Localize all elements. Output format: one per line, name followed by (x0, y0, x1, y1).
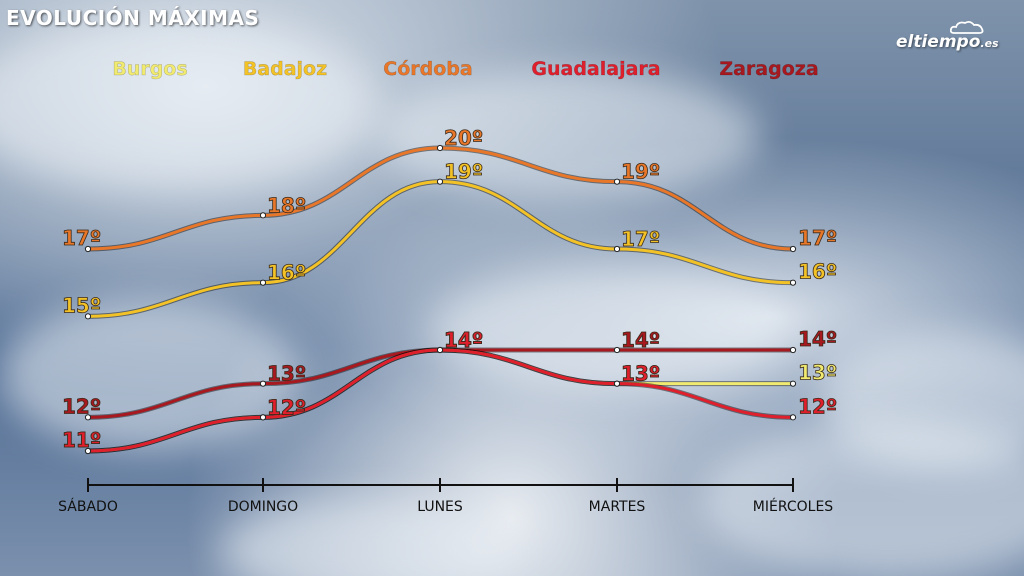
data-point (789, 245, 797, 253)
data-point (613, 178, 621, 185)
cloud-shape (0, 300, 300, 450)
x-tick-label: DOMINGO (228, 499, 298, 515)
data-label: 18º (267, 193, 306, 217)
cloud-shape (0, 20, 380, 190)
data-label: 12º (62, 394, 101, 418)
data-point (84, 245, 92, 253)
data-label: 20º (444, 126, 483, 150)
data-point (789, 414, 797, 421)
data-label: 11º (62, 428, 101, 452)
data-label: 19º (621, 160, 660, 184)
data-label: 15º (62, 293, 101, 317)
cloud-icon (950, 20, 984, 34)
data-label: 14º (798, 327, 837, 351)
data-label: 13º (621, 362, 660, 386)
data-point (84, 313, 92, 320)
data-label: 13º (267, 362, 306, 386)
data-point (436, 178, 444, 185)
legend-entry: Badajoz (243, 58, 327, 80)
legend-entry: Guadalajara (531, 58, 660, 80)
data-point (259, 279, 267, 286)
data-point (259, 380, 267, 387)
series-line-outline (87, 347, 794, 454)
cloud-shape (220, 500, 520, 576)
series-line (87, 348, 794, 453)
data-label: 14º (444, 328, 483, 352)
data-point (613, 346, 621, 354)
data-point (613, 245, 621, 253)
data-label: 16º (798, 260, 837, 284)
data-label: 12º (798, 394, 837, 418)
data-label: 13º (621, 362, 660, 386)
legend-entry: Zaragoza (719, 58, 818, 80)
series-line (87, 146, 794, 251)
data-label: 13º (798, 361, 837, 385)
data-point (789, 380, 797, 387)
data-label: 11º (62, 428, 101, 452)
data-label: 14º (444, 328, 483, 352)
data-point (84, 414, 92, 421)
data-point (789, 279, 797, 286)
data-label: 16º (267, 261, 306, 285)
series-line (87, 348, 793, 453)
brand-logo: eltiempo.es (896, 32, 999, 52)
data-point (613, 380, 621, 387)
data-label: 12º (267, 395, 306, 419)
data-label: 14º (621, 328, 660, 352)
x-tick-label: LUNES (417, 499, 463, 515)
legend-entry: Córdoba (383, 58, 472, 80)
brand-name: eltiempo (896, 32, 981, 52)
data-label: 17º (621, 227, 660, 251)
brand-suffix: .es (980, 37, 999, 50)
data-label: 14º (444, 328, 483, 352)
data-label: 19º (444, 160, 483, 184)
series-line-outline (87, 347, 793, 454)
x-tick-label: SÁBADO (58, 498, 118, 515)
data-label: 17º (798, 226, 837, 250)
series-line-outline (87, 145, 794, 252)
cloud-shape (700, 420, 1024, 576)
chart-title: EVOLUCIÓN MÁXIMAS (6, 6, 260, 30)
data-label: 12º (267, 395, 306, 419)
data-point (436, 346, 444, 354)
data-point (259, 414, 267, 421)
x-tick-label: MIÉRCOLES (753, 498, 834, 515)
data-point (259, 212, 267, 219)
data-point (84, 447, 92, 455)
data-label: 17º (62, 226, 101, 250)
data-point (436, 144, 444, 152)
x-tick-label: MARTES (589, 499, 646, 515)
cloud-shape (430, 270, 790, 390)
data-point (789, 346, 797, 354)
legend-entry: Burgos (112, 58, 187, 80)
